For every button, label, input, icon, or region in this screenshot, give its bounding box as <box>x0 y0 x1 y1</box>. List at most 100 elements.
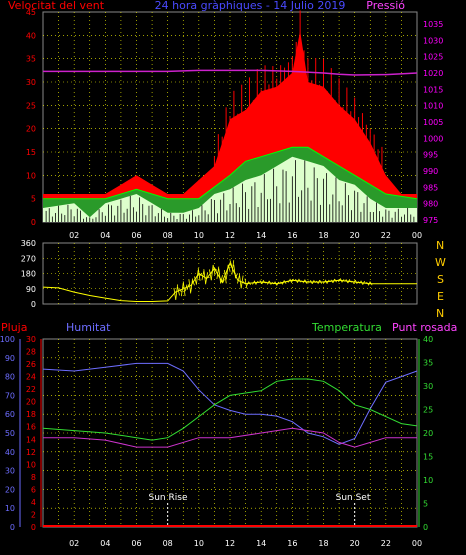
direction-axis-tick: 0 <box>31 300 36 309</box>
x-tick-label-top: 04 <box>100 231 110 240</box>
wind-direction-noise <box>240 275 244 289</box>
wind-direction-noise <box>229 260 233 267</box>
wind-direction-noise <box>184 284 188 292</box>
wind-direction-noise <box>330 279 334 283</box>
wind-direction-noise <box>272 282 276 285</box>
wind-direction-noise <box>343 280 347 282</box>
wind-direction-noise <box>203 269 207 285</box>
temperature-axis-tick: 20 <box>423 429 433 438</box>
temperature-axis-tick: 10 <box>423 476 433 485</box>
x-tick-label-bottom: 12 <box>225 539 235 548</box>
rain-axis-tick: 10 <box>26 460 36 469</box>
wind-direction-noise <box>205 272 208 284</box>
wind-direction-noise <box>349 280 352 283</box>
temperature-axis-tick: 40 <box>423 335 433 344</box>
wind-axis-tick: 45 <box>26 8 36 17</box>
wind-axis-tick: 25 <box>26 101 36 110</box>
wind-direction-noise <box>310 279 313 284</box>
humidity-line <box>42 362 418 445</box>
sun-set-label: Sun Set <box>336 493 371 503</box>
compass-s: S <box>437 273 444 286</box>
x-tick-label-bottom: 10 <box>194 539 204 548</box>
temperature-axis-tick: 5 <box>423 500 428 509</box>
wind-direction-noise <box>179 288 182 293</box>
wind-direction-noise <box>276 281 279 286</box>
wind-direction-noise <box>289 278 293 284</box>
rain-axis-tick: 2 <box>31 510 36 519</box>
pressure-axis-tick: 990 <box>423 167 438 176</box>
wind-direction-noise <box>319 280 322 284</box>
wind-axis-tick: 10 <box>26 171 36 180</box>
humidity-axis-tick: 10 <box>5 504 15 513</box>
wind-direction-noise <box>280 281 283 285</box>
pressure-axis-tick: 975 <box>423 216 438 225</box>
wind-direction-noise <box>182 281 186 297</box>
pressure-axis-tick: 1005 <box>423 118 443 127</box>
rain-axis-tick: 8 <box>31 473 36 482</box>
humidity-axis-tick: 20 <box>5 485 15 494</box>
humidity-axis-tick: 80 <box>5 373 15 382</box>
wind-direction-noise <box>317 279 321 285</box>
wind-direction-noise <box>223 269 227 284</box>
rain-axis-tick: 20 <box>26 398 36 407</box>
compass-w: W <box>435 256 446 269</box>
temperature-axis-tick: 30 <box>423 382 433 391</box>
wind-direction-noise <box>358 281 362 284</box>
wind-direction-noise <box>180 282 184 297</box>
wind-direction-noise <box>308 281 311 283</box>
wind-direction-noise <box>197 268 201 281</box>
wind-direction-noise <box>270 281 274 285</box>
wind-direction-noise <box>231 260 235 275</box>
wind-direction-noise <box>252 281 255 285</box>
wind-speed-title: Velocitat del vent <box>8 0 105 12</box>
wind-direction-noise <box>237 275 240 284</box>
wind-axis-tick: 30 <box>26 78 36 87</box>
wind-direction-noise <box>368 281 371 286</box>
pressure-axis-tick: 985 <box>423 183 438 192</box>
rain-axis-tick: 30 <box>26 335 36 344</box>
wind-direction-noise <box>244 278 248 289</box>
humidity-axis-tick: 70 <box>5 391 15 400</box>
temperature-line <box>42 378 418 441</box>
wind-direction-noise <box>315 280 319 284</box>
wind-direction-noise <box>341 279 345 283</box>
x-tick-label-top: 14 <box>256 231 266 240</box>
x-tick-label-bottom: 02 <box>69 539 79 548</box>
temperature-axis-tick: 25 <box>423 406 433 415</box>
humidity-axis-tick: 40 <box>5 448 15 457</box>
humidity-axis-tick: 0 <box>10 523 15 532</box>
rain-axis-tick: 0 <box>31 523 36 532</box>
direction-axis-tick: 270 <box>21 254 36 263</box>
wind-direction-noise <box>326 279 330 284</box>
rain-axis-tick: 28 <box>26 348 36 357</box>
wind-direction-noise <box>261 279 265 285</box>
x-tick-label-bottom: 16 <box>287 539 297 548</box>
wind-direction-noise <box>304 279 308 284</box>
wind-direction-noise <box>265 281 268 284</box>
wind-direction-noise <box>339 278 343 283</box>
compass-n-top: N <box>436 239 444 252</box>
wind-direction-panel: 0 90 180 270 360 <box>21 239 418 309</box>
wind-direction-noise <box>233 264 237 279</box>
wind-direction-noise <box>220 275 223 284</box>
pressure-axis-tick: 1020 <box>423 69 443 78</box>
wind-direction-noise <box>253 280 257 285</box>
wind-axis-tick: 5 <box>31 195 36 204</box>
humidity-title: Humitat <box>66 321 111 334</box>
wind-direction-noise <box>225 265 229 280</box>
wind-direction-noise <box>362 280 365 285</box>
wind-direction-noise <box>274 281 278 286</box>
wind-direction-noise <box>192 280 195 286</box>
rain-axis-tick: 24 <box>26 373 36 382</box>
wind-direction-noise <box>369 281 373 286</box>
temperature-title: Temperatura <box>311 321 382 334</box>
pressure-axis-tick: 1035 <box>423 20 443 29</box>
wind-average-line <box>43 146 418 200</box>
dew-point-line <box>43 427 417 448</box>
wind-direction-noise <box>366 281 369 285</box>
wind-direction-noise <box>311 279 315 285</box>
compass-n-bottom: N <box>436 307 444 320</box>
wind-direction-noise <box>235 273 238 278</box>
compass: N W S E N <box>435 239 446 320</box>
